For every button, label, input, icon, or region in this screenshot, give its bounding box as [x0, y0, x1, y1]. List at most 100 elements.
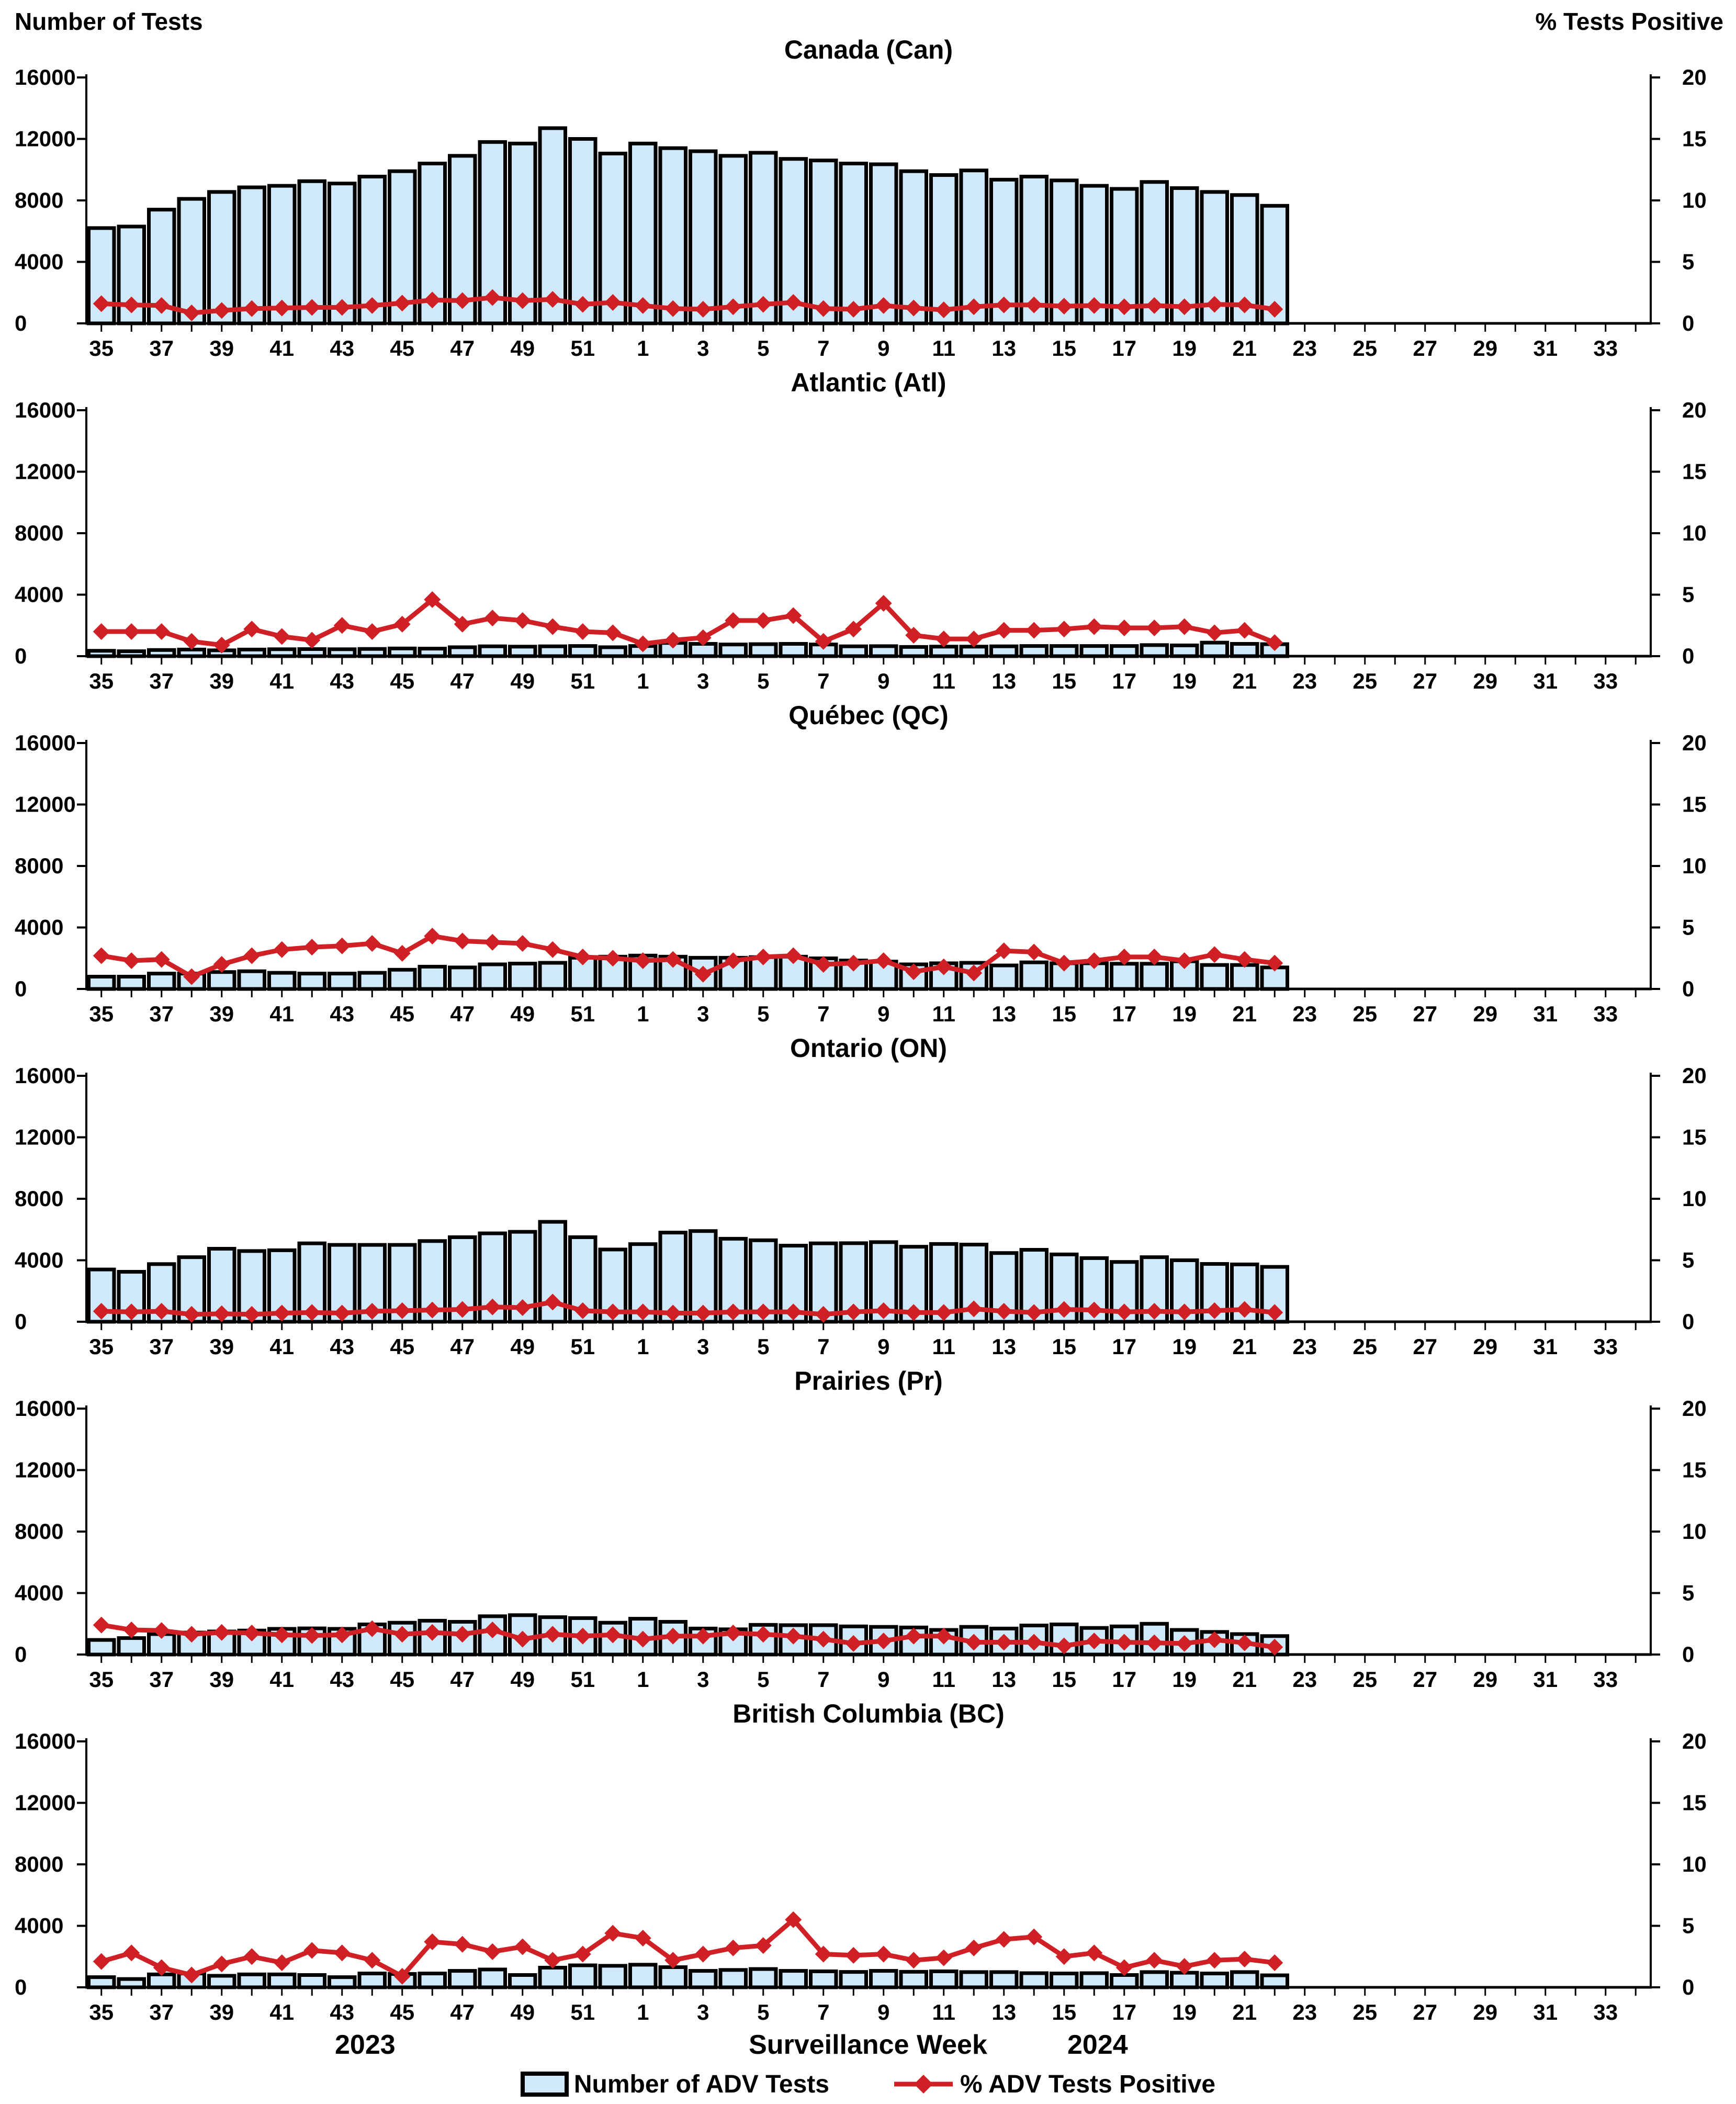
week-tick-label: 43 — [330, 2000, 354, 2024]
week-tick-label: 21 — [1232, 1002, 1257, 1026]
panel-ontario-on: Ontario (ON)1600012000800040000201510503… — [15, 1033, 1707, 1359]
diamond-marker — [364, 623, 381, 640]
week-tick-label: 1 — [637, 1334, 649, 1359]
diamond-marker — [1266, 954, 1283, 972]
bar — [1050, 178, 1079, 325]
week-tick-label: 5 — [757, 1334, 769, 1359]
week-tick-label: 21 — [1232, 1667, 1257, 1692]
week-tick-label: 21 — [1232, 336, 1257, 361]
week-tick-label: 25 — [1352, 336, 1377, 361]
week-tick-label: 23 — [1292, 2000, 1317, 2024]
week-tick-label: 35 — [89, 1002, 114, 1026]
left-tick-label: 8000 — [15, 521, 63, 545]
week-tick-label: 5 — [757, 336, 769, 361]
legend-item-bars: Number of ADV Tests — [520, 2070, 829, 2099]
diamond-marker — [213, 1624, 230, 1641]
diamond-marker — [1055, 1948, 1073, 1965]
bar — [1019, 644, 1049, 658]
week-tick-label: 29 — [1473, 2000, 1497, 2024]
bar — [87, 1638, 116, 1657]
left-tick-label: 12000 — [15, 127, 76, 151]
diamond-marker — [725, 1303, 742, 1321]
diamond-marker — [153, 623, 170, 640]
bar — [689, 149, 718, 325]
diamond-marker — [1146, 619, 1163, 636]
diamond-marker — [333, 617, 351, 634]
diamond-marker — [1206, 946, 1223, 963]
diamond-marker — [935, 631, 952, 648]
diamond-marker — [1206, 296, 1223, 313]
week-tick-label: 47 — [450, 2000, 475, 2024]
diamond-marker — [454, 932, 471, 950]
diamond-marker — [634, 297, 651, 314]
diamond-marker — [183, 1966, 200, 1984]
diamond-marker — [93, 1303, 110, 1320]
diamond-marker — [183, 1306, 200, 1323]
left-tick-label: 8000 — [15, 1519, 63, 1544]
week-tick-label: 23 — [1292, 1334, 1317, 1359]
diamond-marker — [544, 1293, 561, 1311]
diamond-marker — [454, 292, 471, 309]
diamond-marker — [123, 952, 140, 969]
bar — [1230, 193, 1259, 325]
diamond-marker — [1086, 1633, 1103, 1650]
left-tick-label: 8000 — [15, 1186, 63, 1211]
left-tick-label: 16000 — [15, 730, 76, 755]
bar — [147, 648, 176, 658]
right-tick-label: 5 — [1682, 915, 1694, 940]
diamond-marker — [965, 1300, 983, 1318]
diamond-marker — [905, 963, 922, 981]
right-tick-label: 0 — [1682, 311, 1694, 335]
diamond-marker — [213, 956, 230, 973]
diamond-marker — [634, 1930, 651, 1947]
diamond-marker — [785, 1627, 802, 1645]
week-tick-label: 51 — [570, 336, 595, 361]
diamond-marker — [183, 1626, 200, 1643]
diamond-marker — [995, 1634, 1012, 1651]
diamond-marker — [123, 1303, 140, 1321]
bar — [87, 1975, 116, 1989]
diamond-marker — [1146, 1952, 1163, 1969]
diamond-marker — [1055, 621, 1073, 638]
diamond-marker — [1055, 1301, 1073, 1318]
week-tick-label: 19 — [1172, 669, 1197, 693]
bar — [1110, 962, 1139, 991]
week-tick-label: 51 — [570, 669, 595, 693]
week-tick-label: 15 — [1052, 336, 1076, 361]
week-tick-label: 37 — [149, 1334, 174, 1359]
diamond-marker — [785, 1911, 802, 1928]
left-tick-label: 12000 — [15, 459, 76, 484]
year-label-2024: 2024 — [1067, 2030, 1128, 2060]
week-tick-label: 37 — [149, 1002, 174, 1026]
diamond-marker — [1236, 296, 1253, 313]
week-tick-label: 15 — [1052, 1667, 1076, 1692]
week-tick-label: 39 — [209, 336, 234, 361]
bar — [1050, 1622, 1079, 1657]
diamond-marker — [935, 1627, 952, 1645]
diamond-marker — [1236, 1634, 1253, 1651]
bar-swatch-icon — [520, 2072, 569, 2097]
week-tick-label: 19 — [1172, 336, 1197, 361]
right-tick-label: 5 — [1682, 1914, 1694, 1938]
bar — [267, 647, 297, 658]
diamond-marker — [875, 952, 892, 969]
week-tick-label: 21 — [1232, 669, 1257, 693]
diamond-marker — [364, 1303, 381, 1320]
right-tick-label: 10 — [1682, 1519, 1707, 1544]
right-tick-label: 20 — [1682, 1729, 1707, 1753]
diamond-marker — [303, 1627, 321, 1644]
diamond-marker — [243, 300, 261, 317]
week-tick-label: 49 — [510, 1002, 535, 1026]
week-tick-label: 11 — [932, 336, 955, 361]
diamond-marker — [183, 633, 200, 650]
right-tick-label: 15 — [1682, 1125, 1707, 1150]
week-tick-label: 31 — [1533, 1002, 1558, 1026]
diamond-marker — [544, 291, 561, 308]
diamond-marker — [1115, 1959, 1133, 1976]
diamond-marker — [544, 618, 561, 635]
week-tick-label: 9 — [877, 1002, 889, 1026]
diamond-marker — [634, 1630, 651, 1648]
diamond-marker — [725, 1939, 742, 1956]
diamond-marker — [694, 1304, 712, 1322]
week-tick-label: 13 — [991, 1334, 1016, 1359]
